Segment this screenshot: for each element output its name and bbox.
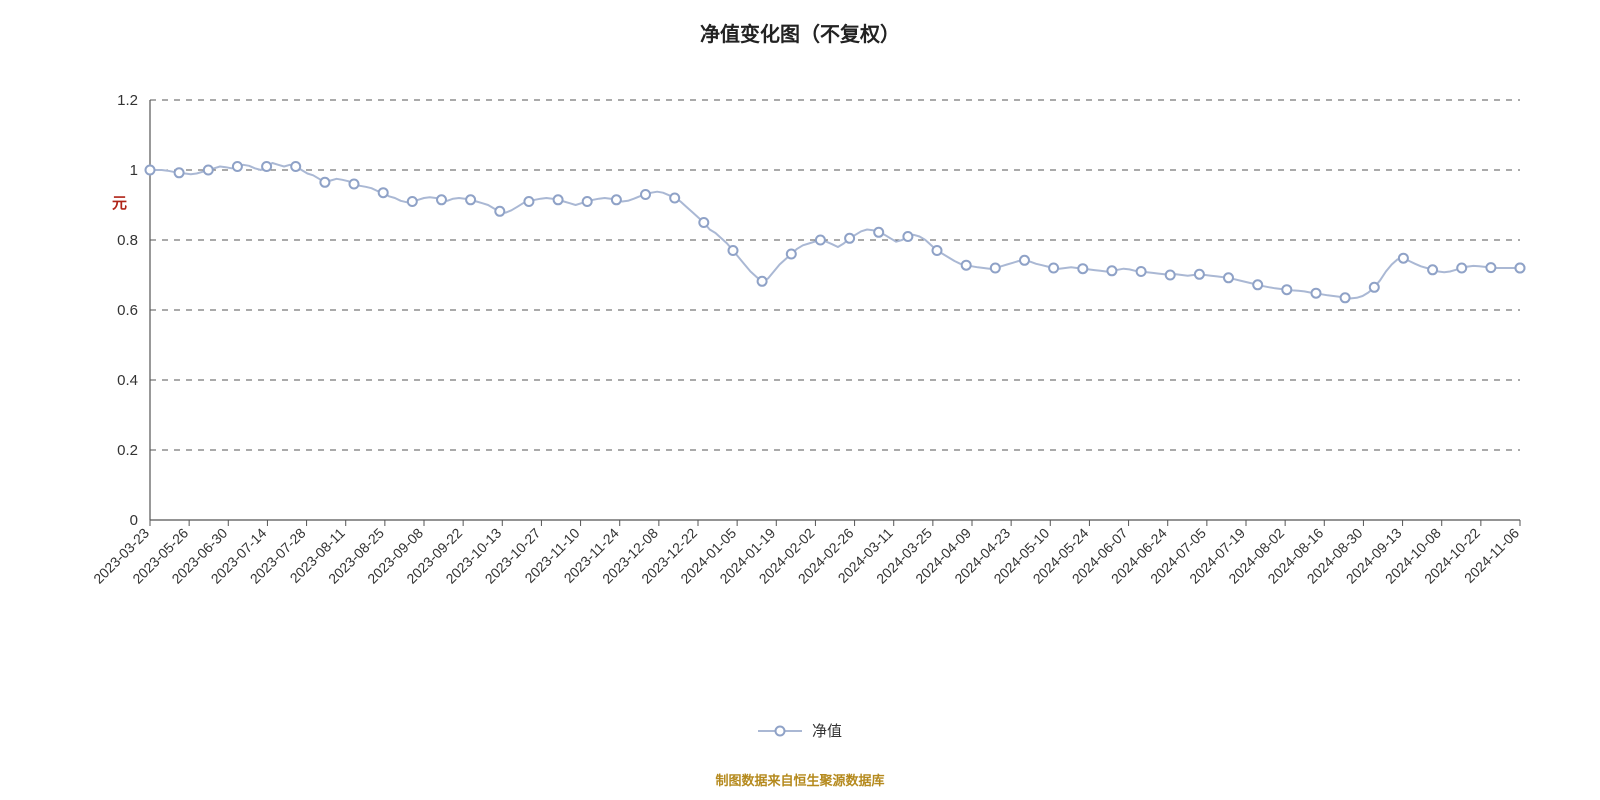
legend-label: 净值 xyxy=(812,720,842,741)
nav-line-chart: 0 0.2 0.4 0.6 0.8 1 1.2 2023-03-232023-05-2620… xyxy=(0,0,1600,680)
axes xyxy=(150,100,1520,526)
svg-text:0.4: 0.4 xyxy=(117,372,138,389)
svg-text:0.2: 0.2 xyxy=(117,442,138,459)
gridlines xyxy=(150,100,1520,450)
svg-text:0: 0 xyxy=(130,512,138,529)
x-tick-labels: 2023-03-232023-05-262023-06-302023-07-14… xyxy=(90,525,1522,587)
chart-container: 净值变化图（不复权） 元 00.20.40.60.811.2 2023-03-2… xyxy=(0,0,1600,800)
legend-marker-icon xyxy=(758,724,802,738)
series-net-value xyxy=(146,162,1525,302)
svg-text:1: 1 xyxy=(130,162,138,179)
legend: 净值 xyxy=(0,720,1600,742)
svg-text:1.2: 1.2 xyxy=(117,92,138,109)
svg-text:0.8: 0.8 xyxy=(117,232,138,249)
data-source-footer: 制图数据来自恒生聚源数据库 xyxy=(0,770,1600,789)
svg-text:0.6: 0.6 xyxy=(117,302,138,319)
y-tick-labels: 0 0.2 0.4 0.6 0.8 1 1.2 xyxy=(117,92,138,529)
